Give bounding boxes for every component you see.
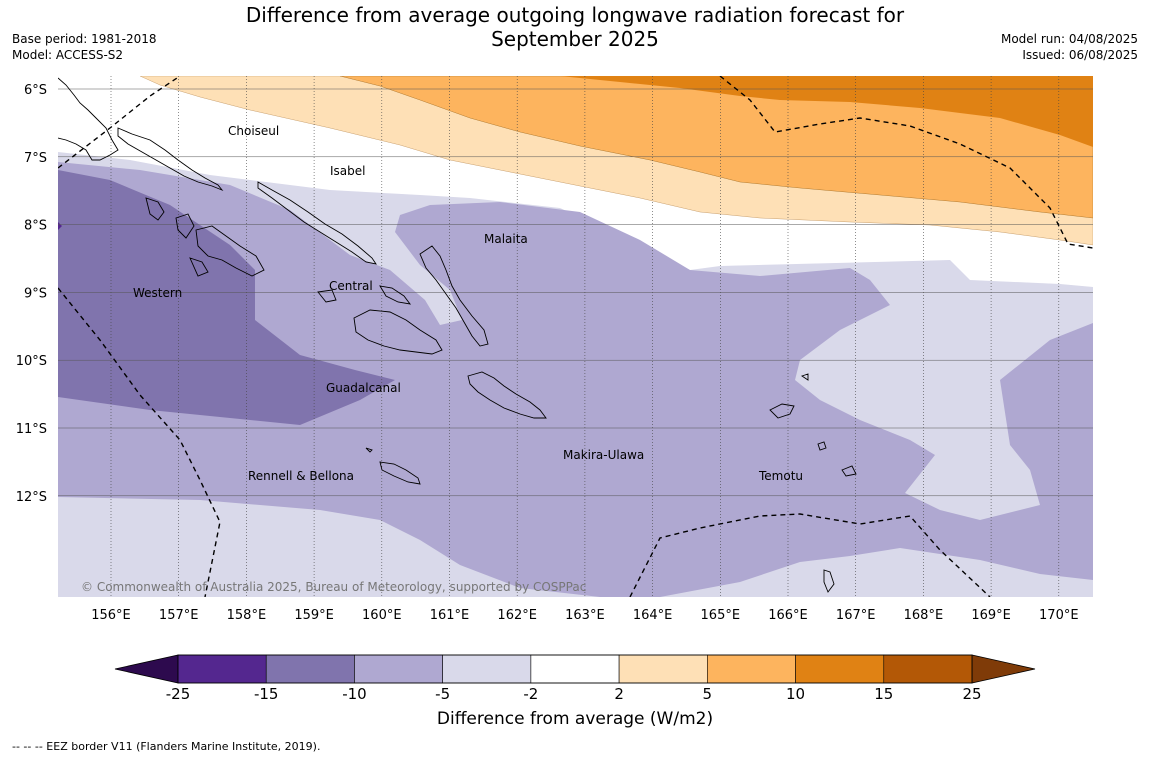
colorbar-segment <box>265 654 355 684</box>
meta-left: Base period: 1981-2018 Model: ACCESS-S2 <box>12 31 157 63</box>
latitude-tick-label: 9°S <box>24 286 47 301</box>
colorbar-tick-label: -2 <box>523 685 538 703</box>
colorbar-extend-high <box>971 654 1036 684</box>
santa-cruz-coast <box>769 373 857 593</box>
colorbar-segment <box>618 654 708 684</box>
label-western: Western <box>133 286 182 300</box>
coastlines <box>58 77 857 593</box>
contour-fields: Choiseul Isabel Malaita Western Central … <box>58 76 1093 597</box>
longitude-tick-label: 156°E <box>91 608 131 623</box>
colorbar-tick-label: 10 <box>786 685 805 703</box>
colorbar-tick-label: 25 <box>962 685 981 703</box>
central-islands-coast <box>317 285 412 305</box>
colorbar-tick-label: 2 <box>614 685 624 703</box>
longitude-tick-label: 169°E <box>971 608 1011 623</box>
eez-border-northeast <box>719 76 1093 249</box>
latitude-tick-label: 6°S <box>24 83 47 98</box>
longitude-tick-label: 170°E <box>1039 608 1079 623</box>
colorbar-segment <box>442 654 532 684</box>
longitude-labels: 156°E 157°E 158°E 159°E 160°E 161°E 162°E 163°E… <box>91 608 1078 623</box>
longitude-tick-label: 161°E <box>430 608 470 623</box>
longitude-tick-label: 165°E <box>701 608 741 623</box>
eez-borders <box>58 76 1093 597</box>
choiseul-coast <box>117 127 224 192</box>
colorbar-segment <box>795 654 885 684</box>
colorbar-segment <box>883 654 973 684</box>
longitude-tick-label: 167°E <box>836 608 876 623</box>
title-line-2: September 2025 <box>491 27 659 51</box>
colorbar-tick-label: -15 <box>254 685 279 703</box>
gridlines <box>58 76 1093 597</box>
map-title: Difference from average outgoing longwav… <box>0 3 1150 51</box>
bougainville-coast <box>58 77 119 161</box>
new-georgia-coast <box>145 197 265 277</box>
longitude-tick-label: 162°E <box>497 608 537 623</box>
eez-footnote: -- -- -- EEZ border V11 (Flanders Marine… <box>12 740 321 753</box>
latitude-tick-label: 7°S <box>24 151 47 166</box>
colorbar-title: Difference from average (W/m2) <box>436 709 714 729</box>
latitude-tick-label: 10°S <box>16 354 47 369</box>
latitude-tick-label: 8°S <box>24 219 47 234</box>
colorbar-tick-label: 5 <box>703 685 713 703</box>
label-isabel: Isabel <box>330 164 365 178</box>
rennell-coast <box>365 447 421 485</box>
colorbar-segment <box>354 654 443 684</box>
label-central: Central <box>329 279 373 293</box>
latitude-tick-label: 12°S <box>16 490 47 505</box>
malaita-coast <box>419 245 489 347</box>
colorbar-tick-label: -10 <box>342 685 367 703</box>
label-malaita: Malaita <box>484 232 528 246</box>
longitude-tick-label: 160°E <box>362 608 402 623</box>
label-guadalcanal: Guadalcanal <box>326 381 401 395</box>
label-makira-ulawa: Makira-Ulawa <box>563 448 644 462</box>
field-neg5 <box>58 162 1093 597</box>
model-run: Model run: 04/08/2025 <box>1000 32 1138 46</box>
colorbar-segment <box>530 654 620 684</box>
field-pos5 <box>339 76 1093 219</box>
longitude-tick-label: 166°E <box>768 608 808 623</box>
colorbar-tick-label: 15 <box>874 685 893 703</box>
longitude-tick-label: 168°E <box>904 608 944 623</box>
title-line-1: Difference from average outgoing longwav… <box>245 3 905 27</box>
colorbar-segment <box>707 654 796 684</box>
eez-border-west <box>58 287 221 597</box>
latitude-labels: 6°S 7°S 8°S 9°S 10°S 11°S 12°S <box>16 83 47 505</box>
colorbar-tick-label: -5 <box>435 685 450 703</box>
longitude-tick-label: 159°E <box>294 608 334 623</box>
colorbar-frame <box>177 654 973 684</box>
longitude-tick-label: 157°E <box>159 608 199 623</box>
colorbar-tick-label: -25 <box>166 685 191 703</box>
field-neg10 <box>58 170 395 425</box>
label-choiseul: Choiseul <box>228 124 279 138</box>
field-pos10 <box>560 76 1093 147</box>
latitude-tick-label: 11°S <box>16 422 47 437</box>
longitude-tick-label: 164°E <box>633 608 673 623</box>
colorbar-segment <box>177 654 267 684</box>
model-name: Model: ACCESS-S2 <box>12 48 124 62</box>
isabel-coast <box>257 181 377 265</box>
eez-border-south <box>629 513 991 597</box>
colorbar-segments <box>177 654 973 684</box>
colorbar-ticks: -25 -15 -10 -5 -2 2 5 10 15 25 <box>166 685 982 703</box>
field-neg15 <box>58 222 62 230</box>
longitude-tick-label: 163°E <box>565 608 605 623</box>
base-period: Base period: 1981-2018 <box>12 32 157 46</box>
longitude-tick-label: 158°E <box>227 608 267 623</box>
copyright-notice: © Commonwealth of Australia 2025, Bureau… <box>81 580 587 594</box>
label-rennell-bellona: Rennell & Bellona <box>248 469 354 483</box>
colorbar-extend-low <box>114 654 179 684</box>
makira-coast <box>467 371 547 419</box>
region-labels: Choiseul Isabel Malaita Western Central … <box>133 124 803 483</box>
issued-date: Issued: 06/08/2025 <box>1022 48 1138 62</box>
colorbar: -25 -15 -10 -5 -2 2 5 10 15 25 <box>114 654 1036 703</box>
eez-border-north <box>58 76 181 169</box>
meta-right: Model run: 04/08/2025 Issued: 06/08/2025 <box>1001 31 1138 63</box>
label-temotu: Temotu <box>758 469 803 483</box>
guadalcanal-coast <box>353 309 443 355</box>
